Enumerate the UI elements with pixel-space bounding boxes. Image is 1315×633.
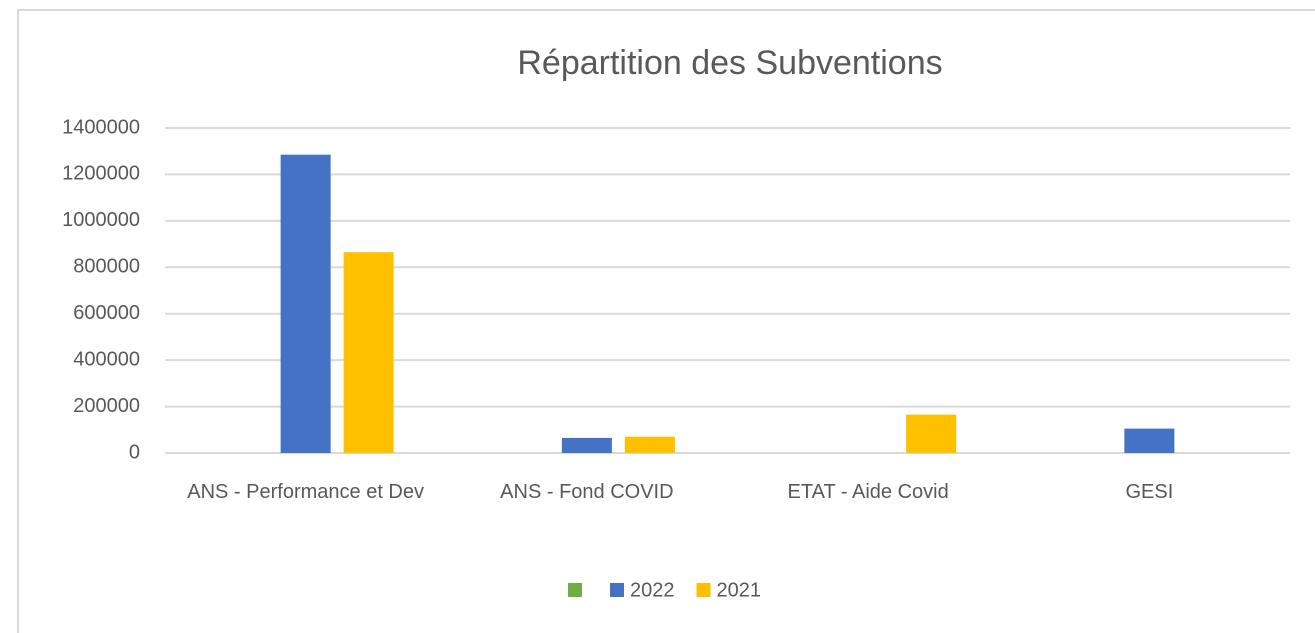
bar: [343, 252, 394, 453]
legend-swatch: [610, 583, 624, 597]
x-tick-label: ANS - Performance et Dev: [187, 481, 424, 503]
y-tick-label: 600000: [73, 302, 140, 324]
y-tick-label: 1200000: [62, 163, 140, 185]
legend-label: 2021: [717, 579, 762, 601]
y-tick-label: 800000: [73, 256, 140, 278]
legend-label: 2022: [630, 579, 675, 601]
x-tick-label: ETAT - Aide Covid: [787, 481, 949, 503]
bar: [280, 154, 331, 454]
bar: [624, 436, 675, 453]
bar: [1124, 428, 1175, 453]
x-tick-label: ANS - Fond COVID: [500, 481, 674, 503]
bar: [561, 437, 612, 453]
legend-swatch: [696, 583, 711, 597]
y-tick-label: 1000000: [62, 209, 140, 231]
x-tick-label: GESI: [1125, 481, 1174, 503]
y-tick-label: 1400000: [62, 116, 140, 138]
y-tick-label: 400000: [73, 348, 140, 370]
legend-swatch: [568, 583, 582, 597]
bar: [906, 414, 957, 453]
y-tick-label: 0: [129, 441, 140, 463]
chart-frame: [17, 9, 1315, 633]
y-tick-label: 200000: [73, 395, 140, 417]
chart-title: Répartition des Subventions: [517, 44, 942, 82]
